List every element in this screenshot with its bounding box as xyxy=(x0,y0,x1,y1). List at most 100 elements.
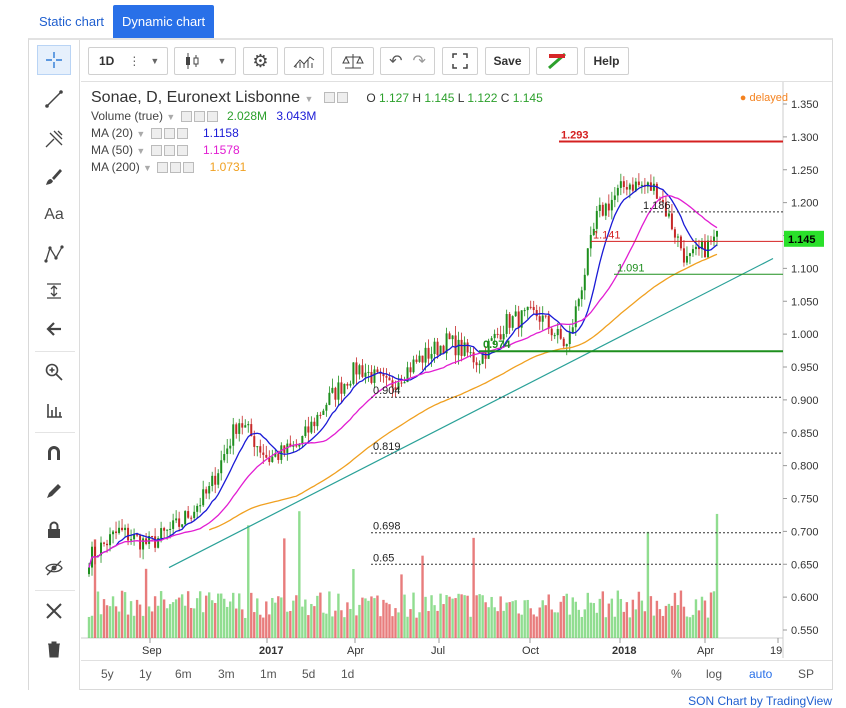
tab-dynamic-chart[interactable]: Dynamic chart xyxy=(113,5,215,38)
range-1d[interactable]: 1d xyxy=(341,667,355,681)
chevron-down-icon[interactable]: ▼ xyxy=(136,146,146,156)
range-1m[interactable]: 1m xyxy=(260,667,277,681)
chart-style-select[interactable]: ▼ xyxy=(174,47,236,75)
close-icon[interactable] xyxy=(206,111,218,123)
candle-body xyxy=(358,365,361,375)
zoom-icon[interactable] xyxy=(37,357,71,387)
close-value: 1.145 xyxy=(512,91,543,105)
brush-icon[interactable] xyxy=(37,162,71,192)
fullscreen-button[interactable] xyxy=(442,47,478,75)
hide-drawings-icon[interactable] xyxy=(37,553,71,583)
volume-bar xyxy=(706,617,710,638)
trash-icon[interactable] xyxy=(37,634,71,664)
ma50-label[interactable]: MA (50) xyxy=(91,143,134,157)
volume-bar xyxy=(334,610,337,638)
lock-icon[interactable] xyxy=(37,515,71,545)
volume-bar xyxy=(388,604,391,638)
candle-body xyxy=(130,539,133,541)
time-axis-label: Apr xyxy=(697,645,714,657)
range-5d[interactable]: 5d xyxy=(302,667,316,681)
eye-icon[interactable] xyxy=(180,111,192,123)
credit-link[interactable]: SON Chart by TradingView xyxy=(688,694,832,708)
close-icon[interactable] xyxy=(176,128,188,140)
settings-icon[interactable] xyxy=(170,162,182,174)
undo-icon[interactable]: ↶ xyxy=(389,53,403,70)
volume-bar xyxy=(105,605,109,638)
candle-body xyxy=(547,315,550,329)
range-1y[interactable]: 1y xyxy=(139,667,152,681)
volume-label[interactable]: Volume (true) xyxy=(91,109,164,123)
level-label: 0.904 xyxy=(373,385,401,397)
crosshair-icon[interactable] xyxy=(37,45,71,75)
candle-body xyxy=(232,424,235,446)
eye-icon[interactable] xyxy=(157,162,169,174)
interval-select[interactable]: 1D ⋮ ▼ xyxy=(88,47,168,75)
undo-redo-group[interactable]: ↶ ↷ xyxy=(380,47,435,75)
chevron-down-icon[interactable]: ▼ xyxy=(304,94,314,104)
measure-icon[interactable] xyxy=(37,276,71,306)
candle-body xyxy=(352,362,355,384)
price-axis-label: 1.050 xyxy=(791,296,819,308)
trend-line-icon[interactable] xyxy=(37,84,71,114)
drawing-mode-icon[interactable] xyxy=(37,476,71,506)
volume-bar xyxy=(364,598,367,638)
measure-bars-icon[interactable] xyxy=(37,395,71,425)
volume-bar xyxy=(316,595,319,638)
save-button[interactable]: Save xyxy=(485,47,530,75)
chevron-down-icon[interactable]: ▼ xyxy=(143,163,152,173)
compare-button[interactable] xyxy=(331,47,374,75)
chart-area[interactable]: 1.3501.3001.2501.2001.1501.1001.0501.000… xyxy=(81,82,832,658)
candle-body xyxy=(106,543,109,546)
delayed-label: delayed xyxy=(749,92,788,104)
magnet-icon[interactable] xyxy=(37,438,71,468)
range-6m[interactable]: 6m xyxy=(175,667,192,681)
volume-bar xyxy=(90,615,94,638)
settings-icon[interactable] xyxy=(193,111,205,123)
candle-body xyxy=(691,249,694,254)
chevron-down-icon[interactable]: ▼ xyxy=(136,129,146,139)
close-icon[interactable] xyxy=(176,145,188,157)
close-icon[interactable] xyxy=(183,162,195,174)
eye-icon[interactable] xyxy=(150,128,162,140)
pitchfork-icon[interactable] xyxy=(37,124,71,154)
candle-body xyxy=(478,363,481,366)
snapshot-icon xyxy=(548,52,566,70)
volume-bar xyxy=(289,610,292,638)
arrow-back-icon[interactable] xyxy=(37,314,71,344)
range-5y[interactable]: 5y xyxy=(101,667,114,681)
candle-body xyxy=(427,347,430,359)
tools-icon[interactable] xyxy=(37,596,71,626)
ma20-label[interactable]: MA (20) xyxy=(91,126,134,140)
settings-icon[interactable] xyxy=(336,92,348,104)
price-axis-label: 0.550 xyxy=(791,625,819,637)
volume-bar xyxy=(661,615,665,638)
eye-icon[interactable] xyxy=(150,145,162,157)
eye-icon[interactable] xyxy=(323,92,335,104)
help-button[interactable]: Help xyxy=(584,47,629,75)
tab-static-chart[interactable]: Static chart xyxy=(39,14,105,29)
range-3m[interactable]: 3m xyxy=(218,667,235,681)
more-icon: ⋮ xyxy=(128,54,141,68)
snapshot-button[interactable] xyxy=(536,47,578,75)
settings-icon[interactable] xyxy=(163,128,175,140)
chevron-down-icon[interactable]: ▼ xyxy=(166,112,176,122)
settings-icon[interactable] xyxy=(163,145,175,157)
candle-body xyxy=(115,531,118,534)
percent-toggle[interactable]: % xyxy=(671,667,682,681)
volume-bar xyxy=(559,601,562,638)
ma200-label[interactable]: MA (200) xyxy=(91,160,140,174)
redo-icon[interactable]: ↷ xyxy=(412,53,426,70)
candle-body xyxy=(550,328,553,336)
settings-button[interactable]: ⚙ xyxy=(243,47,278,75)
volume-bar xyxy=(688,617,692,638)
volume-bar xyxy=(183,605,187,638)
price-chart[interactable]: 1.3501.3001.2501.2001.1501.1001.0501.000… xyxy=(81,82,832,658)
auto-toggle[interactable]: auto xyxy=(749,667,773,681)
candle-body xyxy=(217,473,220,485)
text-tool-icon[interactable]: Aa xyxy=(44,206,64,223)
log-toggle[interactable]: log xyxy=(706,667,723,681)
indicators-button[interactable] xyxy=(284,47,324,75)
sp-toggle[interactable]: SP xyxy=(798,667,815,681)
pattern-icon[interactable] xyxy=(37,239,71,269)
candle-body xyxy=(685,256,688,263)
